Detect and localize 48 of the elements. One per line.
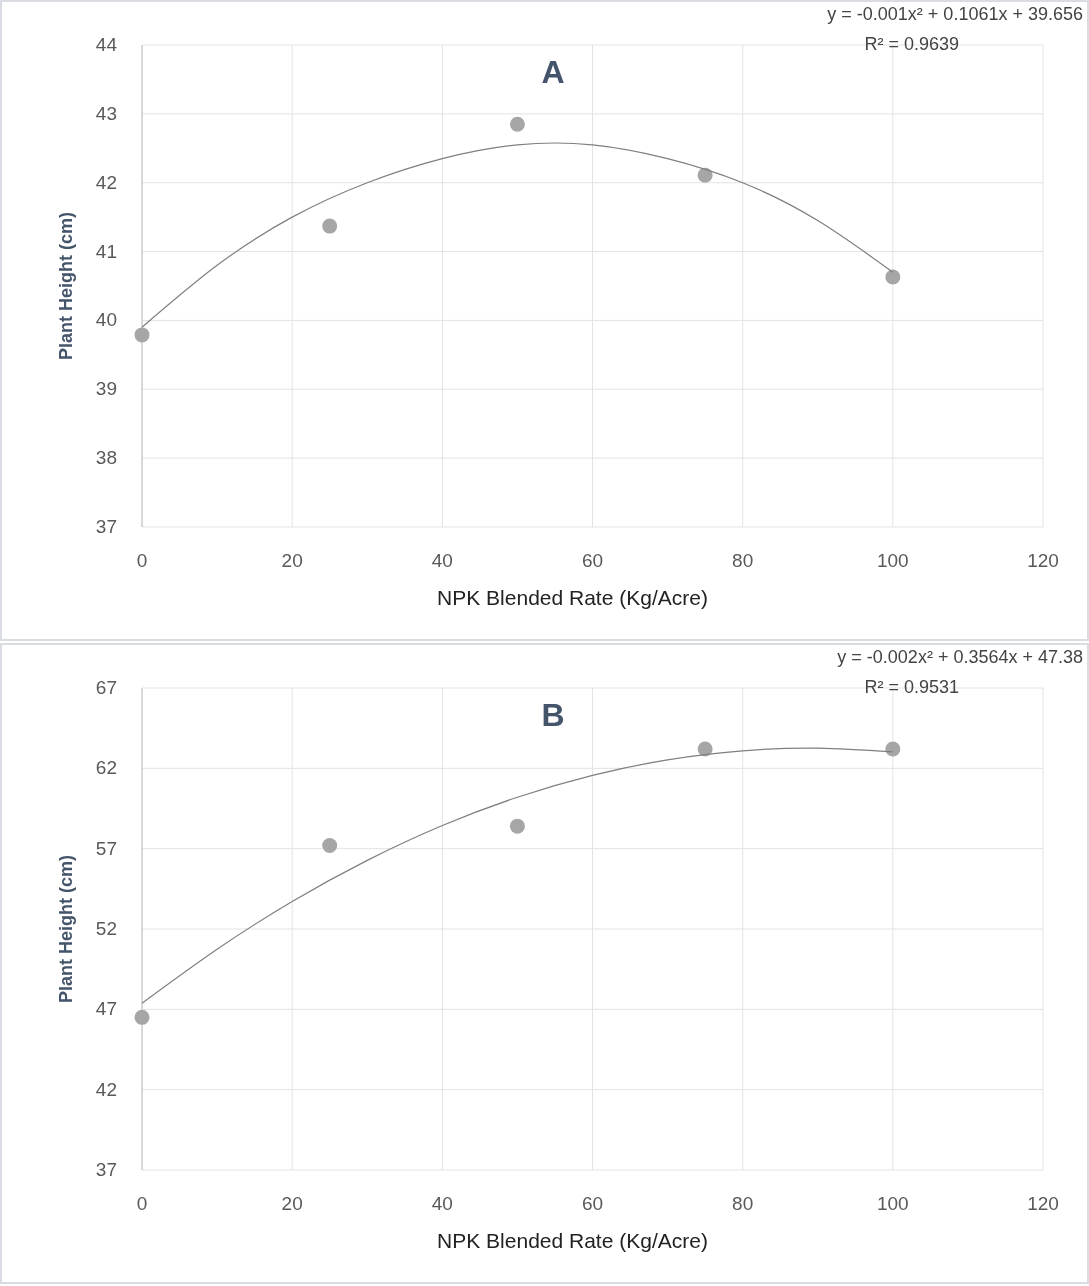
chart-title: B bbox=[541, 697, 565, 733]
y-tick-label: 40 bbox=[95, 309, 117, 331]
y-tick-label: 43 bbox=[95, 102, 117, 124]
x-tick-label: 100 bbox=[876, 1193, 909, 1214]
x-tick-label: 20 bbox=[281, 1193, 303, 1214]
text: y = -0.002x² + 0.3564x + 47.38 bbox=[837, 647, 1083, 667]
point bbox=[509, 116, 525, 132]
point bbox=[322, 837, 338, 853]
annotation: R² = 0.9531 bbox=[864, 677, 959, 697]
y-axis-title: Plant Height (cm) bbox=[56, 211, 76, 361]
x-axis-title: NPK Blended Rate (Kg/Acre) bbox=[437, 1229, 708, 1252]
x-tick-label: 0 bbox=[136, 1193, 148, 1214]
point bbox=[134, 327, 150, 343]
point bbox=[697, 167, 713, 183]
point bbox=[885, 269, 901, 285]
y-tick-label: 44 bbox=[95, 34, 118, 55]
x-tick-label: 80 bbox=[732, 550, 754, 571]
point bbox=[885, 741, 901, 757]
point bbox=[509, 818, 525, 834]
x-tick-label: 40 bbox=[431, 1193, 453, 1214]
x-tick-label: 120 bbox=[1027, 1193, 1059, 1214]
y-tick-label: 42 bbox=[95, 1078, 117, 1100]
point bbox=[134, 1009, 150, 1025]
x-tick-label: 60 bbox=[581, 550, 604, 571]
chart-title: A bbox=[541, 54, 565, 90]
annotation: R² = 0.9639 bbox=[864, 34, 959, 54]
x-tick-label: 40 bbox=[431, 550, 453, 571]
y-tick-label: 42 bbox=[95, 171, 117, 193]
y-tick-label: 37 bbox=[95, 516, 117, 537]
y-tick-label: 37 bbox=[95, 1159, 117, 1180]
text: y = -0.001x² + 0.1061x + 39.656 bbox=[827, 4, 1083, 24]
x-tick-label: 60 bbox=[581, 1193, 604, 1214]
y-tick-label: 41 bbox=[95, 240, 117, 262]
x-tick-label: 120 bbox=[1027, 550, 1059, 571]
x-tick-label: 80 bbox=[732, 1193, 754, 1214]
y-axis-title: Plant Height (cm) bbox=[56, 854, 76, 1004]
x-tick-label: 20 bbox=[281, 550, 303, 571]
y-tick-label: 47 bbox=[95, 998, 117, 1020]
y-tick-label: 52 bbox=[95, 918, 117, 939]
y-tick-label: 67 bbox=[95, 677, 117, 698]
y-tick-label: 57 bbox=[95, 837, 117, 859]
x-tick-label: 100 bbox=[876, 550, 909, 571]
point bbox=[322, 218, 338, 234]
x-tick-label: 0 bbox=[136, 550, 148, 571]
y-tick-label: 62 bbox=[95, 757, 117, 779]
x-axis-title: NPK Blended Rate (Kg/Acre) bbox=[437, 586, 708, 609]
y-tick-label: 38 bbox=[95, 447, 117, 469]
y-tick-label: 39 bbox=[95, 378, 117, 400]
